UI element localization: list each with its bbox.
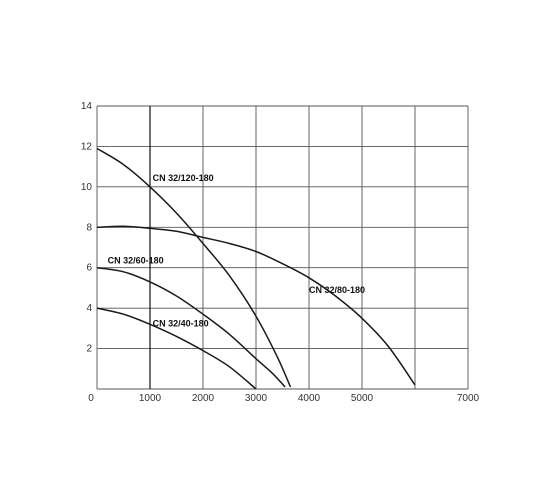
series-line-cn-32-40-180 bbox=[96, 307, 257, 390]
series-label-cn-32-120-180: CN 32/120-180 bbox=[153, 173, 214, 183]
x-tick-label: 4000 bbox=[298, 393, 321, 404]
x-tick-label: 3000 bbox=[245, 393, 268, 404]
x-tick-label: 5000 bbox=[351, 393, 374, 404]
y-tick-label: 12 bbox=[81, 141, 93, 152]
series-line-cn-32-80-180 bbox=[96, 225, 416, 386]
chart-series bbox=[96, 147, 416, 390]
series-label-cn-32-40-180: CN 32/40-180 bbox=[153, 318, 209, 328]
x-tick-label: 0 bbox=[88, 393, 94, 404]
y-tick-label: 2 bbox=[86, 344, 92, 355]
x-axis-ticks: 0 1000 2000 3000 4000 5000 7000 bbox=[88, 393, 479, 404]
series-labels: CN 32/120-180 CN 32/80-180 CN 32/60-180 CN … bbox=[108, 173, 365, 329]
x-tick-label: 1000 bbox=[139, 393, 162, 404]
series-label-cn-32-80-180: CN 32/80-180 bbox=[309, 285, 365, 295]
y-tick-label: 10 bbox=[81, 182, 93, 193]
y-axis-ticks: 2 4 6 8 10 12 14 bbox=[81, 101, 93, 355]
y-tick-label: 6 bbox=[86, 263, 92, 274]
series-line-cn-32-120-180 bbox=[96, 147, 292, 388]
series-line-cn-32-60-180 bbox=[96, 266, 286, 388]
y-tick-label: 8 bbox=[86, 222, 92, 233]
y-tick-label: 4 bbox=[86, 303, 92, 314]
x-tick-label: 2000 bbox=[192, 393, 215, 404]
series-label-cn-32-60-180: CN 32/60-180 bbox=[108, 256, 164, 266]
y-tick-label: 14 bbox=[81, 101, 93, 112]
x-tick-label: 7000 bbox=[457, 393, 480, 404]
chart-grid bbox=[96, 105, 469, 390]
